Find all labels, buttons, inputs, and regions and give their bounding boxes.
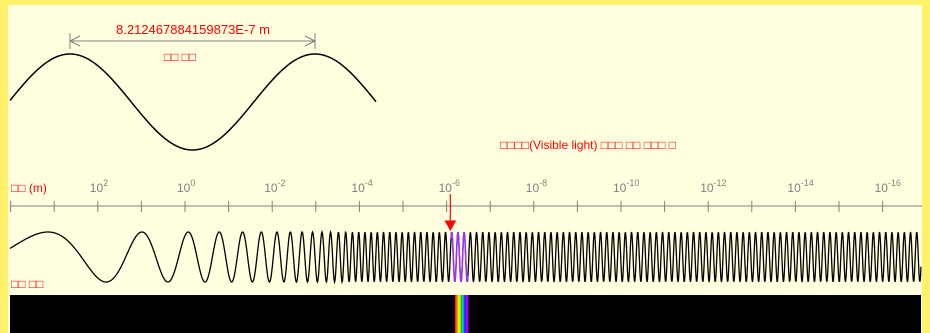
axis-tick-label: 10-14 [787, 178, 813, 195]
region-label: □□□□(Visible light) □□□ □□ □□□ □ [500, 138, 676, 152]
visible-spectrum-band [455, 295, 469, 333]
spectrum-color-stripe [465, 295, 467, 333]
frame-right [922, 0, 930, 333]
wave-section-label: □□ □□ [11, 277, 43, 291]
axis-ticks [10, 201, 884, 212]
wavelength-value: 8.212467884159873E-7 m [116, 22, 270, 37]
axis-tick-label: 10-12 [700, 178, 726, 195]
frame-top [0, 0, 930, 5]
axis-tick-label: 10-8 [526, 178, 547, 195]
spectrum-color-stripe [466, 295, 469, 333]
axis-tick-label: 10-10 [613, 178, 639, 195]
spectrum-color-stripe [460, 295, 463, 333]
spectrum-color-stripe [459, 295, 462, 333]
frame-left [0, 0, 8, 333]
axis-tick-label: 10-16 [875, 178, 901, 195]
spectrum-color-stripe [455, 295, 457, 333]
spectrum-color-stripe [462, 295, 464, 333]
wavelength-marker-arrow[interactable] [444, 194, 457, 232]
axis-tick-label: 100 [177, 178, 195, 195]
spectrum-color-stripe [456, 295, 459, 333]
spectrum-color-stripe [463, 295, 466, 333]
axis-tick-label: 102 [90, 178, 108, 195]
axis-tick-labels: 102 100 10-2 10-4 10-6 10-8 10-10 10-12 10-14 10-… [90, 178, 901, 195]
wavelength-dimension [68, 33, 317, 49]
axis-tick-label: 10-4 [351, 178, 372, 195]
axis-tick-label: 10-6 [439, 178, 460, 195]
axis-tick-label: 10-2 [264, 178, 285, 195]
axis-unit-label: □□ (m) [11, 181, 47, 195]
spectrum-color-stripe [457, 295, 460, 333]
wavelength-caption: □□ □□ [164, 50, 196, 64]
wavelength-sine-wave [9, 53, 377, 151]
visible-wave-segment [450, 231, 469, 283]
